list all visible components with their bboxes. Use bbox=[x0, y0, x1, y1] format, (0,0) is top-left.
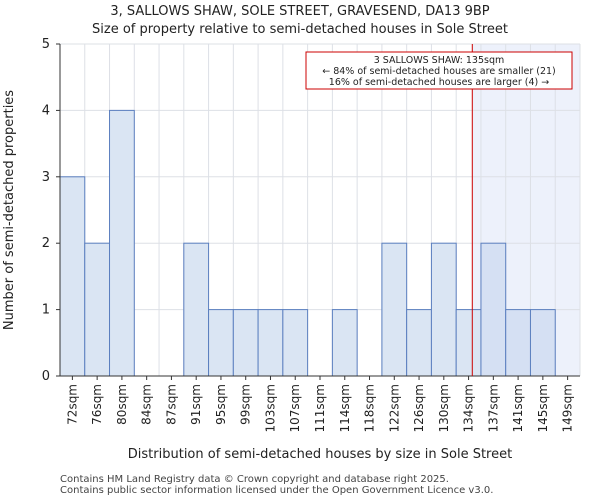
footer-copyright: Contains HM Land Registry data © Crown c… bbox=[60, 474, 449, 485]
bar bbox=[183, 242, 210, 377]
bar bbox=[232, 309, 259, 377]
x-tick-label: 145sqm bbox=[536, 384, 550, 432]
x-tick-label: 95sqm bbox=[214, 384, 228, 425]
bar bbox=[480, 242, 507, 377]
x-tick-label: 99sqm bbox=[239, 384, 253, 425]
x-tick-label: 130sqm bbox=[437, 384, 451, 432]
x-tick-label: 103sqm bbox=[263, 384, 277, 432]
x-tick-label: 91sqm bbox=[189, 384, 203, 425]
x-tick-label: 122sqm bbox=[387, 384, 401, 432]
bar bbox=[406, 309, 432, 377]
x-tick-label: 137sqm bbox=[486, 384, 500, 432]
x-tick-label: 111sqm bbox=[313, 384, 327, 432]
y-tick-label: 2 bbox=[42, 236, 50, 251]
bar bbox=[331, 309, 358, 377]
x-tick-label: 114sqm bbox=[338, 384, 352, 432]
bar bbox=[84, 242, 111, 377]
x-tick-label: 84sqm bbox=[140, 384, 154, 425]
bar bbox=[109, 109, 135, 377]
y-tick-label: 5 bbox=[42, 37, 50, 52]
bar bbox=[430, 242, 457, 377]
y-tick-label: 3 bbox=[42, 170, 50, 185]
y-tick-label: 4 bbox=[42, 103, 50, 118]
x-tick-label: 141sqm bbox=[511, 384, 525, 432]
x-tick-label: 87sqm bbox=[164, 384, 178, 425]
x-tick-label: 107sqm bbox=[288, 384, 302, 432]
x-tick-label: 149sqm bbox=[561, 384, 575, 432]
bar bbox=[257, 309, 284, 377]
bar bbox=[282, 309, 309, 377]
y-axis-label: Number of semi-detached properties bbox=[2, 90, 17, 330]
x-tick-label: 76sqm bbox=[90, 384, 104, 425]
annotation-text: 3 SALLOWS SHAW: 135sqm bbox=[374, 55, 505, 66]
chart-subtitle: Size of property relative to semi-detach… bbox=[92, 22, 508, 37]
annotation-text: 16% of semi-detached houses are larger (… bbox=[329, 77, 549, 88]
x-axis-label: Distribution of semi-detached houses by … bbox=[128, 447, 512, 462]
x-tick-label: 134sqm bbox=[462, 384, 476, 432]
chart-title: 3, SALLOWS SHAW, SOLE STREET, GRAVESEND,… bbox=[110, 4, 490, 19]
bar bbox=[59, 176, 86, 377]
bar bbox=[505, 309, 531, 377]
x-tick-label: 126sqm bbox=[412, 384, 426, 432]
bar bbox=[455, 309, 482, 377]
footer-licence: Contains public sector information licen… bbox=[60, 485, 494, 496]
bar bbox=[529, 309, 556, 377]
annotation-box bbox=[305, 51, 573, 90]
y-tick-label: 0 bbox=[42, 369, 50, 384]
annotation-text: ← 84% of semi-detached houses are smalle… bbox=[322, 66, 556, 77]
y-tick-label: 1 bbox=[42, 303, 50, 318]
x-tick-label: 72sqm bbox=[65, 384, 79, 425]
bar bbox=[208, 309, 234, 377]
x-tick-label: 118sqm bbox=[363, 384, 377, 432]
bar bbox=[381, 242, 408, 377]
x-tick-label: 80sqm bbox=[115, 384, 129, 425]
